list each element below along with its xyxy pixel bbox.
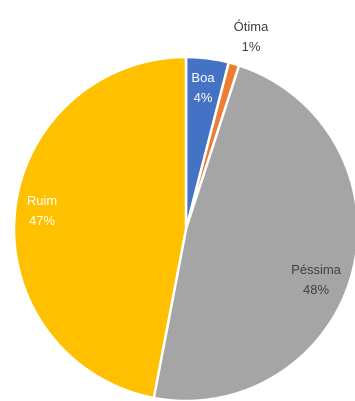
slice-labels: Boa 4% Ótima 1% Péssima 48% Ruim 47%	[27, 19, 342, 297]
slice-name-ruim: Ruim	[27, 193, 57, 208]
slice-value-otima: 1%	[242, 39, 261, 54]
slice-name-boa: Boa	[191, 70, 215, 85]
slice-value-pessima: 48%	[303, 282, 329, 297]
pie-slice-ruim	[12, 55, 188, 400]
slice-name-pessima: Péssima	[291, 262, 342, 277]
slice-value-ruim: 47%	[29, 213, 55, 228]
slice-value-boa: 4%	[194, 90, 213, 105]
slice-name-otima: Ótima	[234, 19, 269, 34]
pie-slices	[12, 55, 355, 401]
pie-slice-pessima	[152, 64, 355, 401]
